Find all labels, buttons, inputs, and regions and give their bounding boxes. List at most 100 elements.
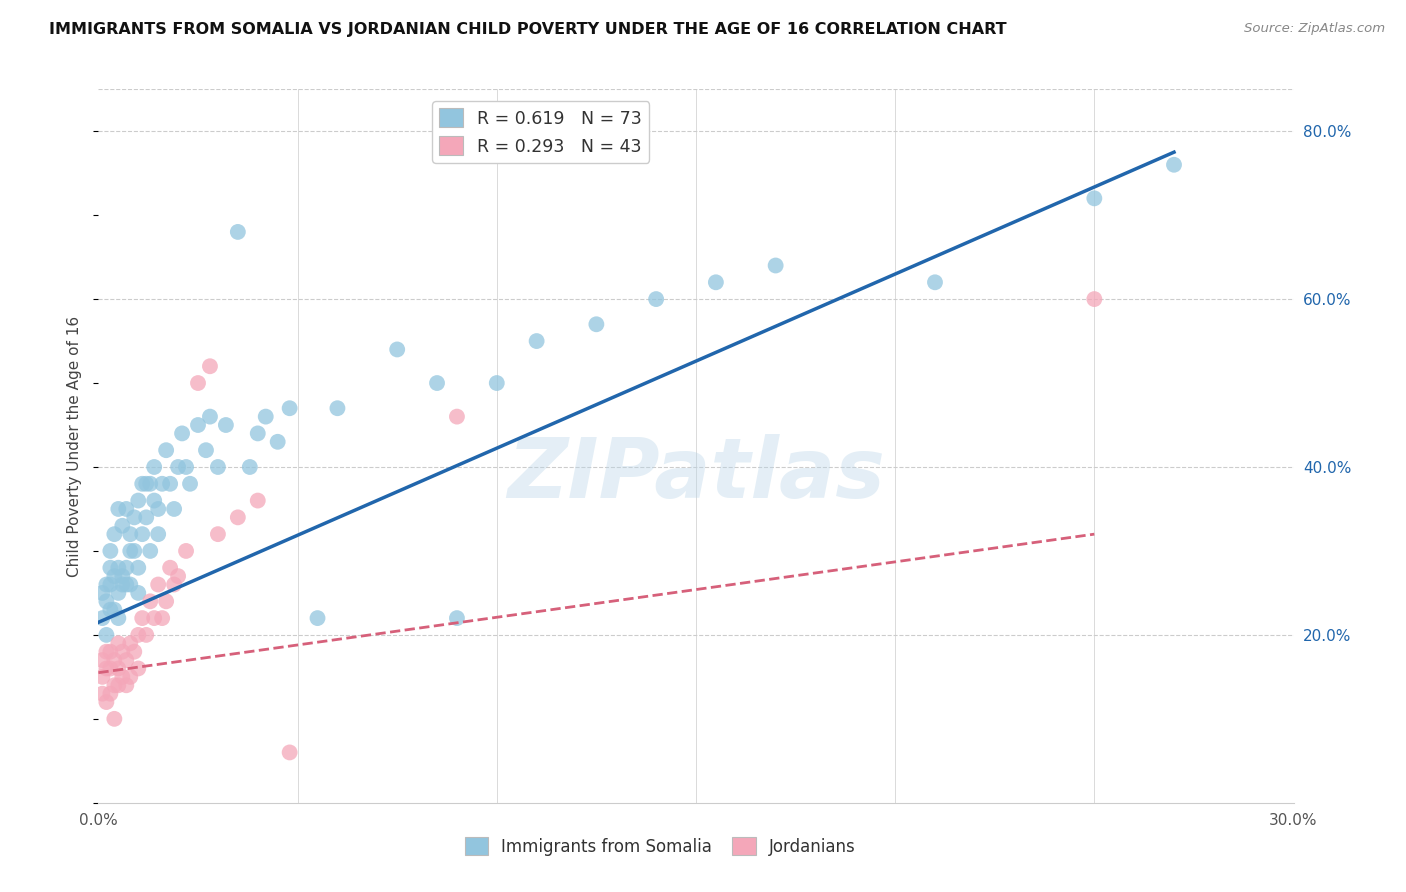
Point (150, 476, 173, 491)
Point (163, 502, 186, 516)
Point (150, 611, 173, 625)
Point (111, 569, 134, 583)
Point (98, 645, 122, 659)
Point (326, 401, 349, 416)
Point (226, 225, 249, 239)
Point (135, 510, 157, 524)
Point (111, 645, 134, 659)
Point (163, 577, 186, 591)
Point (155, 443, 177, 458)
Point (226, 510, 249, 524)
Point (207, 527, 229, 541)
Point (98, 560, 122, 574)
Point (187, 376, 209, 390)
Point (198, 359, 221, 374)
Point (96, 577, 118, 591)
Point (143, 460, 166, 475)
Text: IMMIGRANTS FROM SOMALIA VS JORDANIAN CHILD POVERTY UNDER THE AGE OF 16 CORRELATI: IMMIGRANTS FROM SOMALIA VS JORDANIAN CHI… (49, 22, 1007, 37)
Point (98, 577, 122, 591)
Point (159, 560, 181, 574)
Point (485, 376, 508, 390)
Point (645, 292, 668, 306)
Point (98, 603, 122, 617)
Point (278, 746, 301, 760)
Point (207, 460, 229, 475)
Point (135, 628, 157, 642)
Point (96, 645, 118, 659)
Point (239, 460, 262, 475)
Point (198, 409, 221, 424)
Point (148, 527, 170, 541)
Point (107, 502, 129, 516)
Point (91, 611, 114, 625)
Point (98, 661, 122, 675)
Point (131, 476, 153, 491)
Point (307, 611, 329, 625)
Point (446, 409, 468, 424)
Point (1083, 191, 1105, 205)
Point (91, 670, 114, 684)
Point (124, 645, 146, 659)
Point (526, 334, 548, 348)
Point (174, 544, 197, 558)
Point (115, 560, 138, 574)
Point (426, 376, 449, 390)
Point (148, 577, 170, 591)
Legend: Immigrants from Somalia, Jordanians: Immigrants from Somalia, Jordanians (458, 830, 862, 863)
Point (96, 661, 118, 675)
Point (179, 476, 201, 491)
Point (120, 577, 142, 591)
Point (103, 569, 125, 583)
Point (107, 636, 129, 650)
Point (215, 417, 238, 432)
Point (1083, 292, 1105, 306)
Point (159, 476, 181, 491)
Point (246, 426, 269, 441)
Point (131, 611, 153, 625)
Point (924, 275, 946, 289)
Point (107, 586, 129, 600)
Point (446, 611, 468, 625)
Point (98, 544, 122, 558)
Point (148, 502, 170, 516)
Point (143, 493, 166, 508)
Point (103, 603, 125, 617)
Point (195, 443, 218, 458)
Point (107, 560, 129, 574)
Point (91, 586, 114, 600)
Point (143, 611, 166, 625)
Point (91, 687, 114, 701)
Y-axis label: Child Poverty Under the Age of 16: Child Poverty Under the Age of 16 (67, 316, 83, 576)
Point (120, 636, 142, 650)
Point (103, 653, 125, 667)
Point (111, 670, 134, 684)
Point (107, 678, 129, 692)
Text: ZIPatlas: ZIPatlas (508, 434, 884, 515)
Point (124, 510, 146, 524)
Point (254, 409, 277, 424)
Text: Source: ZipAtlas.com: Source: ZipAtlas.com (1244, 22, 1385, 36)
Point (127, 493, 149, 508)
Point (111, 577, 134, 591)
Point (96, 594, 118, 608)
Point (765, 259, 787, 273)
Point (120, 670, 142, 684)
Point (187, 417, 209, 432)
Point (115, 577, 138, 591)
Point (172, 426, 194, 441)
Point (115, 678, 138, 692)
Point (103, 678, 125, 692)
Point (585, 318, 607, 332)
Point (167, 569, 190, 583)
Point (139, 476, 162, 491)
Point (127, 586, 149, 600)
Point (278, 401, 301, 416)
Point (120, 527, 142, 541)
Point (103, 527, 125, 541)
Point (107, 611, 129, 625)
Point (127, 560, 149, 574)
Point (267, 434, 290, 449)
Point (139, 544, 162, 558)
Point (103, 712, 125, 726)
Point (135, 476, 157, 491)
